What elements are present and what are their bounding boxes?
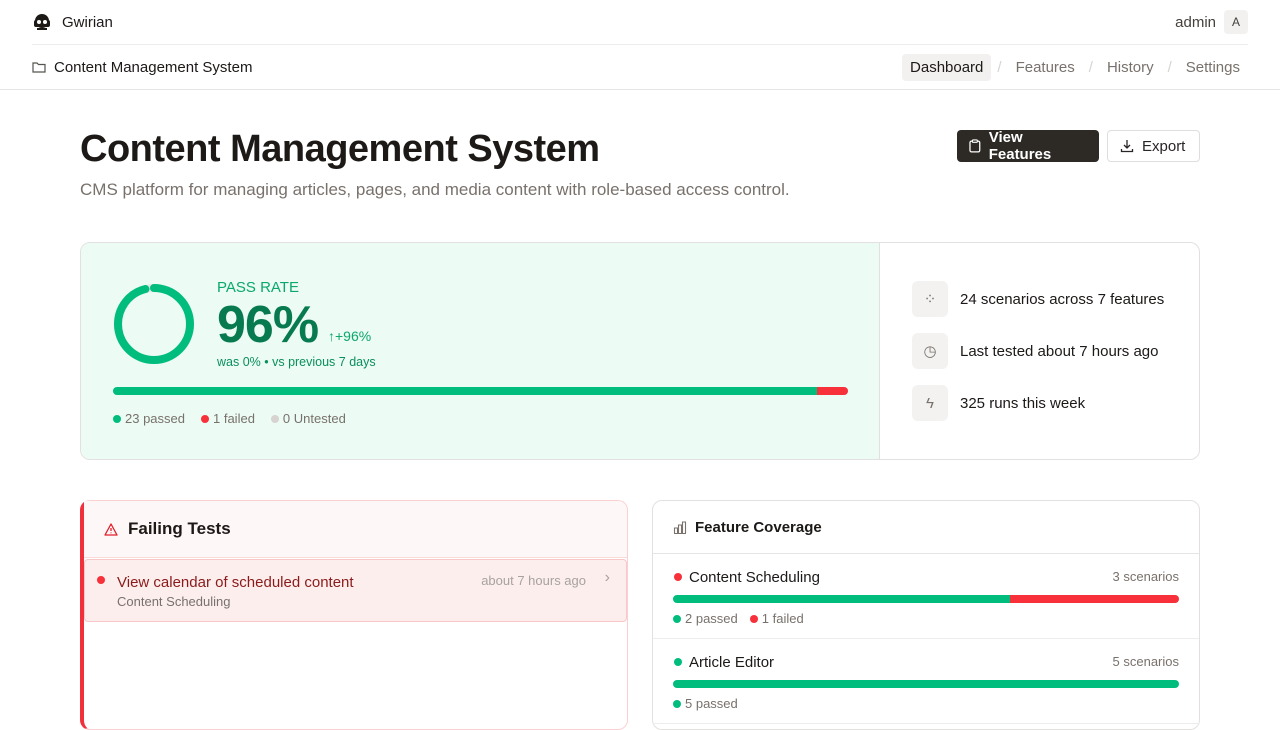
stat-text: 325 runs this week bbox=[960, 394, 1086, 412]
bar-failed-segment bbox=[1010, 595, 1179, 603]
nav-features[interactable]: Features bbox=[1015, 58, 1075, 76]
stat-text: Last tested about 7 hours ago bbox=[960, 342, 1159, 360]
pass-rate-value: 96% bbox=[217, 296, 319, 354]
legend-passed: 2 passed bbox=[673, 611, 738, 626]
avatar: A bbox=[1224, 10, 1248, 34]
download-icon bbox=[1120, 140, 1134, 153]
bar-failed-segment bbox=[817, 387, 848, 395]
feature-row[interactable]: Content Scheduling 3 scenarios 2 passed … bbox=[653, 554, 1199, 639]
legend-failed: 1 failed bbox=[749, 611, 804, 626]
legend-failed: 1 failed bbox=[201, 411, 255, 426]
brand[interactable]: Gwirian bbox=[32, 13, 113, 31]
nav-dashboard[interactable]: Dashboard bbox=[902, 53, 992, 81]
fail-status-dot bbox=[97, 576, 105, 584]
feature-coverage-card: Feature Coverage Content Scheduling 3 sc… bbox=[652, 500, 1200, 730]
failing-tests-card: Failing Tests View calendar of scheduled… bbox=[80, 500, 628, 730]
page-title: Content Management System bbox=[80, 128, 600, 170]
arrow-up-icon: ↑ bbox=[328, 328, 335, 344]
stats-panel: ⁘ 24 scenarios across 7 features ◷ Last te… bbox=[880, 243, 1164, 459]
feature-bar bbox=[673, 680, 1179, 688]
view-features-button[interactable]: View Features bbox=[957, 129, 1099, 163]
pass-rate-delta-value: +96% bbox=[335, 328, 372, 344]
main-nav: Dashboard / Features / History / Setting… bbox=[902, 53, 1248, 81]
breadcrumb[interactable]: Content Management System bbox=[32, 59, 252, 76]
failing-tests-title: Failing Tests bbox=[128, 519, 231, 538]
export-button[interactable]: Export bbox=[1107, 130, 1200, 162]
top-bar: Gwirian admin A bbox=[32, 0, 1248, 45]
nav-settings[interactable]: Settings bbox=[1185, 58, 1240, 76]
feature-bar bbox=[673, 595, 1179, 603]
username: admin bbox=[1175, 13, 1216, 31]
app-name: Gwirian bbox=[62, 13, 113, 31]
feature-coverage-title: Feature Coverage bbox=[695, 518, 822, 536]
failing-test-name: View calendar of scheduled content bbox=[117, 574, 354, 591]
failing-test-time: about 7 hours ago bbox=[481, 573, 586, 588]
page-description: CMS platform for managing articles, page… bbox=[80, 180, 790, 199]
chevron-right-icon: › bbox=[604, 569, 610, 586]
feature-coverage-header: Feature Coverage bbox=[653, 501, 1199, 554]
nav-separator: / bbox=[1167, 58, 1172, 76]
clock-icon: ◷ bbox=[912, 333, 948, 369]
grid-icon: ⁘ bbox=[912, 281, 948, 317]
zap-icon: ϟ bbox=[912, 385, 948, 421]
alert-triangle-icon bbox=[104, 522, 118, 536]
bar-chart-icon bbox=[673, 520, 687, 534]
stat-last-tested: ◷ Last tested about 7 hours ago bbox=[912, 333, 1164, 369]
stat-text: 24 scenarios across 7 features bbox=[960, 290, 1165, 308]
bar-passed-segment bbox=[673, 680, 1179, 688]
failing-test-feature: Content Scheduling bbox=[117, 594, 231, 609]
sub-bar: Content Management System Dashboard / Fe… bbox=[0, 45, 1280, 90]
feature-status-dot bbox=[674, 658, 682, 666]
feature-name: Content Scheduling bbox=[689, 569, 820, 586]
breadcrumb-project: Content Management System bbox=[54, 58, 253, 76]
feature-scenario-count: 5 scenarios bbox=[1112, 654, 1179, 669]
feature-name: Article Editor bbox=[689, 654, 775, 671]
stat-scenarios: ⁘ 24 scenarios across 7 features bbox=[912, 281, 1164, 317]
stat-runs: ϟ 325 runs this week bbox=[912, 385, 1164, 421]
pass-rate-ring bbox=[114, 284, 194, 364]
robot-logo-icon bbox=[34, 14, 50, 30]
pass-rate-legend: 23 passed 1 failed 0 Untested bbox=[113, 411, 346, 426]
pass-rate-panel: PASS RATE 96% ↑+96% was 0% • vs previous… bbox=[81, 243, 880, 459]
pass-rate-bar bbox=[113, 387, 848, 395]
folder-icon bbox=[32, 62, 46, 73]
clipboard-icon bbox=[969, 139, 981, 153]
feature-scenario-count: 3 scenarios bbox=[1112, 569, 1179, 584]
nav-separator: / bbox=[997, 58, 1002, 76]
failing-tests-header: Failing Tests bbox=[84, 501, 627, 558]
export-label: Export bbox=[1142, 137, 1186, 155]
feature-row[interactable]: Article Editor 5 scenarios 5 passed bbox=[653, 639, 1199, 724]
pass-rate-card: PASS RATE 96% ↑+96% was 0% • vs previous… bbox=[80, 242, 1200, 460]
user-menu[interactable]: admin A bbox=[1175, 10, 1248, 34]
bar-passed-segment bbox=[673, 595, 1011, 603]
bar-passed-segment bbox=[113, 387, 818, 395]
feature-legend: 2 passed 1 failed bbox=[673, 611, 804, 626]
legend-passed: 5 passed bbox=[673, 696, 738, 711]
nav-separator: / bbox=[1088, 58, 1093, 76]
feature-legend: 5 passed bbox=[673, 696, 738, 711]
legend-untested: 0 Untested bbox=[270, 411, 346, 426]
nav-history[interactable]: History bbox=[1106, 58, 1154, 76]
legend-passed: 23 passed bbox=[113, 411, 185, 426]
failing-test-row[interactable]: View calendar of scheduled content Conte… bbox=[84, 559, 627, 622]
view-features-label: View Features bbox=[988, 129, 1052, 163]
pass-rate-label: PASS RATE bbox=[217, 279, 299, 296]
feature-status-dot bbox=[674, 573, 682, 581]
pass-rate-comparison: was 0% • vs previous 7 days bbox=[217, 355, 376, 369]
pass-rate-delta: ↑+96% bbox=[328, 328, 371, 344]
pass-rate-ring-fill bbox=[114, 284, 194, 364]
